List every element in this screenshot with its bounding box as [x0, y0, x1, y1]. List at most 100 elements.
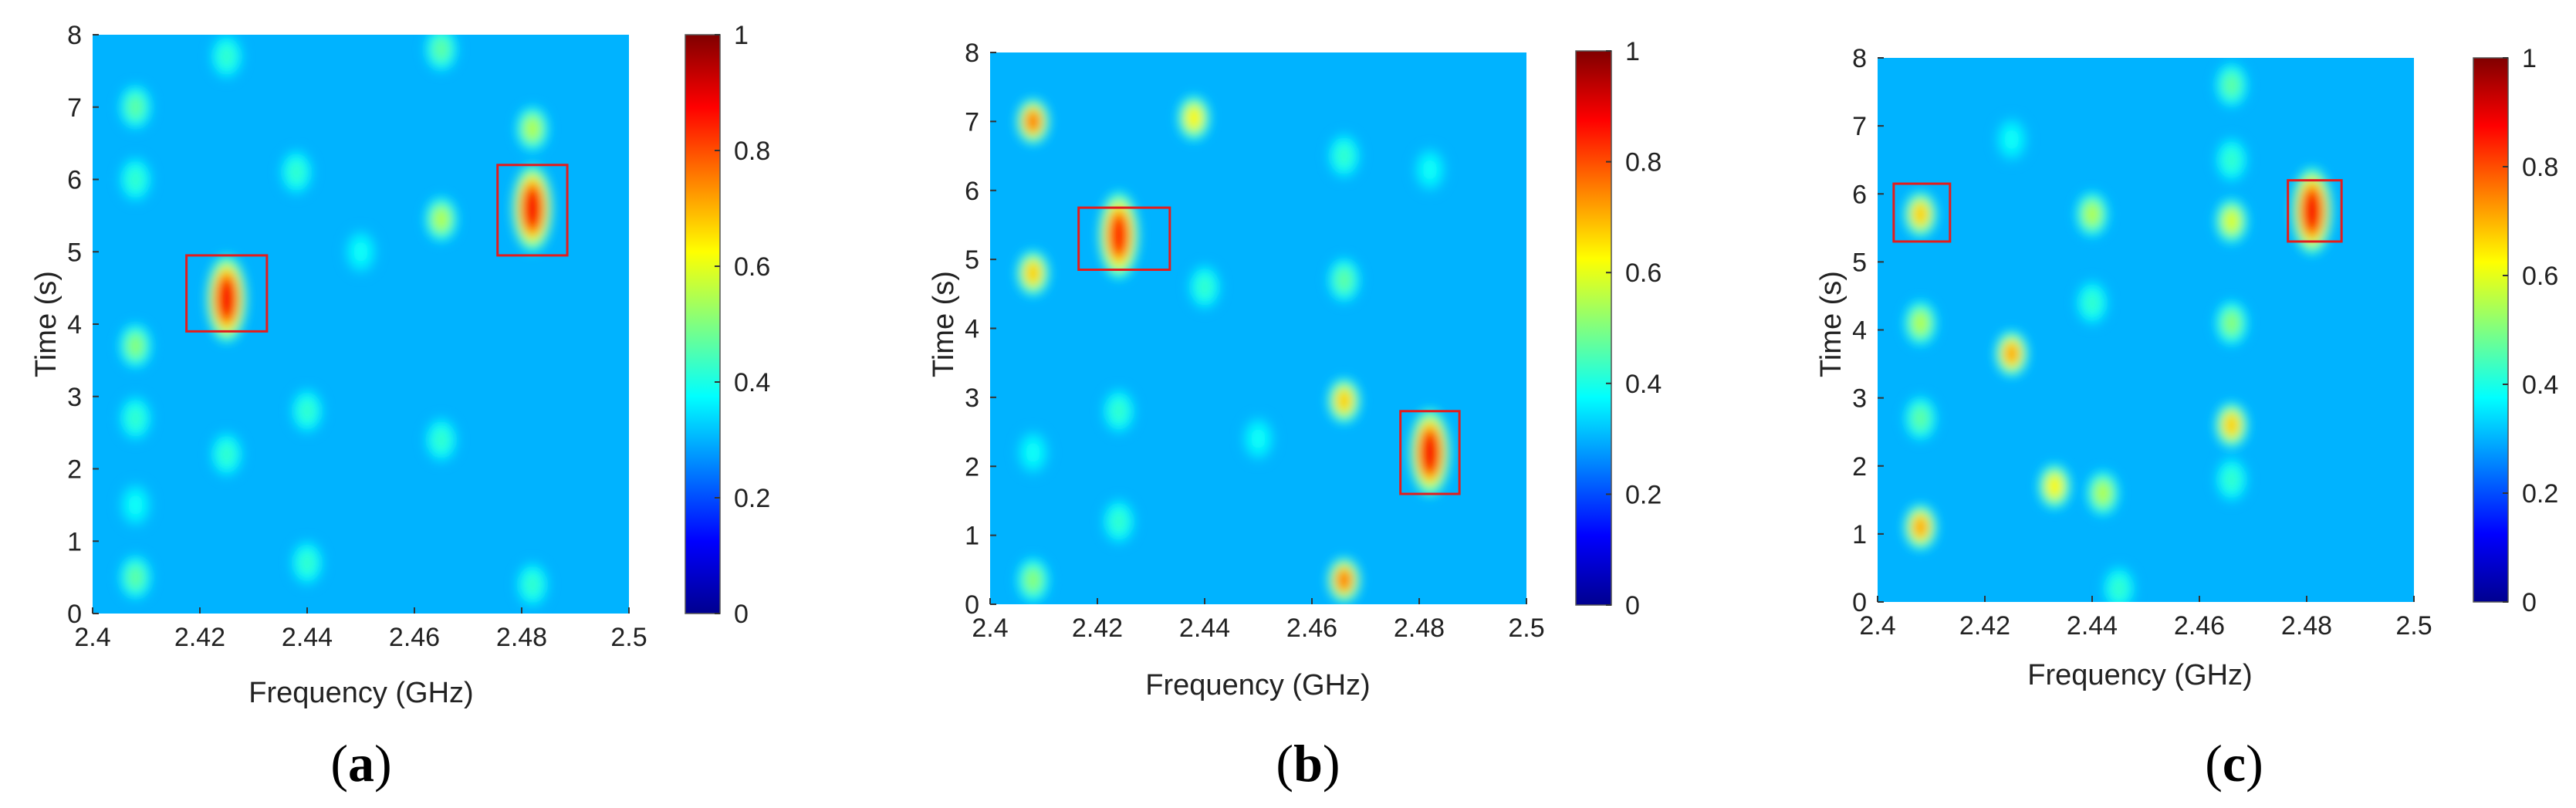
panel-label-c: (c)	[2205, 734, 2263, 793]
heatmap-hotspot	[1995, 117, 2029, 163]
heatmap-hotspot	[424, 417, 458, 463]
x-tick-label: 2.4	[972, 614, 1008, 643]
heatmap-hotspot	[1177, 95, 1211, 141]
panel-label-b: (b)	[1276, 734, 1340, 793]
heatmap-hotspot	[1327, 133, 1361, 179]
colorbar-c	[2473, 57, 2509, 603]
colorbar-tick-label: 0.6	[2522, 262, 2558, 291]
y-tick-label: 5	[67, 238, 82, 267]
highlight-box	[185, 254, 269, 333]
heatmap-hotspot	[424, 35, 458, 73]
y-tick-label: 1	[67, 527, 82, 556]
colorbar-tick-label: 0	[1625, 591, 1640, 620]
heatmap-hotspot	[118, 482, 153, 529]
colorbar-tick-label: 0.6	[1625, 259, 1662, 288]
x-tick-label: 2.5	[1508, 614, 1544, 643]
heatmap-plot-b: 2.4 2.42 2.44 2.46 2.48 2.5 0 1 2 3 4 5 6 7 8 0 0.2 0.4 0.…	[965, 37, 1662, 643]
heatmap-hotspot	[206, 255, 248, 343]
heatmap-hotspot	[1903, 299, 1938, 347]
x-tick-label: 2.4	[1859, 611, 1895, 641]
x-tick-label: 2.44	[2067, 611, 2118, 641]
y-tick-label: 8	[67, 21, 82, 50]
heatmap-background-c	[1878, 58, 2414, 602]
heatmap-hotspot	[2075, 279, 2109, 326]
heatmap-hotspot	[1188, 264, 1222, 310]
colorbar-tick-label: 0.6	[734, 252, 770, 282]
xlabel-a: Frequency (GHz)	[248, 677, 473, 709]
panel-c: 2.4 2.42 2.44 2.46 2.48 2.5 0 1 2 3 4 5 6 7 8 0 0.2 0.4 0.…	[1815, 44, 2558, 793]
heatmap-hotspot	[1327, 257, 1361, 303]
heatmap-hotspot	[1903, 395, 1938, 441]
colorbar-tick-label: 0	[2522, 588, 2537, 617]
panel-b: 2.4 2.42 2.44 2.46 2.48 2.5 0 1 2 3 4 5 6 7 8 0 0.2 0.4 0.…	[928, 37, 1662, 793]
x-tick-label: 2.5	[2395, 611, 2432, 641]
y-tick-label: 3	[965, 384, 979, 413]
colorbar-tick-label: 0.4	[2522, 370, 2558, 400]
heatmap-hotspot	[2215, 299, 2249, 347]
heatmap-hotspot	[1327, 557, 1361, 603]
heatmap-background-b	[990, 52, 1526, 604]
heatmap-hotspot	[118, 554, 153, 600]
y-tick-label: 2	[1852, 452, 1867, 482]
heatmap-hotspot	[290, 387, 324, 434]
heatmap-hotspot	[343, 228, 378, 275]
y-tick-label: 0	[67, 600, 82, 629]
x-tick-label: 2.46	[389, 623, 440, 652]
x-tick-label: 2.42	[174, 623, 225, 652]
y-tick-label: 3	[1852, 384, 1867, 414]
heatmap-hotspot	[1016, 250, 1050, 296]
heatmap-hotspot	[1016, 429, 1050, 476]
colorbar-tick-label: 0.4	[1625, 370, 1662, 399]
heatmap-hotspot	[1413, 147, 1447, 193]
x-tick-label: 2.46	[2174, 611, 2225, 641]
heatmap-hotspot	[1995, 330, 2029, 377]
heatmap-plot-a: 2.4 2.42 2.44 2.46 2.48 2.5 0 1 2 3 4 5 6 7 8 0 0.2 0.4 0.…	[67, 21, 770, 652]
y-tick-label: 7	[67, 93, 82, 123]
y-tick-label: 8	[1852, 44, 1867, 73]
colorbar-tick-label: 1	[734, 21, 749, 50]
panel-a: 2.4 2.42 2.44 2.46 2.48 2.5 0 1 2 3 4 5 6 7 8 0 0.2 0.4 0.…	[30, 21, 770, 793]
heatmap-hotspot	[2037, 463, 2072, 509]
y-tick-label: 8	[965, 39, 979, 68]
heatmap-plot-c: 2.4 2.42 2.44 2.46 2.48 2.5 0 1 2 3 4 5 6 7 8 0 0.2 0.4 0.…	[1852, 44, 2558, 641]
heatmap-hotspot	[279, 149, 313, 195]
highlight-box	[1077, 206, 1171, 272]
y-tick-label: 7	[965, 107, 979, 137]
highlight-box	[496, 164, 569, 257]
heatmap-hotspot	[210, 35, 244, 79]
heatmap-hotspot	[2215, 137, 2249, 183]
y-tick-label: 5	[1852, 248, 1867, 277]
x-tick-label: 2.48	[2281, 611, 2332, 641]
heatmap-hotspot	[2102, 565, 2136, 602]
y-tick-label: 4	[1852, 316, 1867, 346]
y-tick-label: 4	[965, 315, 979, 344]
heatmap-hotspot	[512, 164, 553, 252]
ylabel-a: Time (s)	[30, 271, 63, 377]
heatmap-hotspot	[1903, 191, 1938, 238]
x-tick-label: 2.48	[1394, 614, 1445, 643]
colorbar-tick-label: 1	[1625, 37, 1640, 66]
heatmap-background-a	[93, 35, 629, 614]
heatmap-hotspot	[516, 561, 549, 608]
heatmap-hotspot	[424, 196, 458, 242]
heatmap-hotspot	[2086, 470, 2120, 516]
heatmap-hotspot	[1102, 499, 1136, 545]
heatmap-hotspot	[118, 323, 153, 369]
heatmap-hotspot	[2215, 402, 2249, 448]
colorbar-tick-label: 0.8	[734, 137, 770, 166]
colorbar-tick-label: 1	[2522, 44, 2537, 73]
colorbar-tick-label: 0.8	[1625, 148, 1662, 177]
highlight-box	[1399, 410, 1461, 495]
heatmap-hotspot	[1098, 191, 1140, 279]
heatmap-hotspot	[1102, 388, 1136, 434]
x-tick-label: 2.44	[1179, 614, 1230, 643]
x-tick-label: 2.5	[610, 623, 647, 652]
heatmap-hotspot	[2215, 198, 2249, 245]
xlabel-b: Frequency (GHz)	[1145, 669, 1370, 702]
y-tick-label: 0	[965, 590, 979, 620]
heatmap-hotspot	[2215, 62, 2249, 108]
y-tick-label: 0	[1852, 588, 1867, 617]
x-tick-label: 2.44	[282, 623, 333, 652]
heatmap-hotspot	[1016, 98, 1050, 145]
